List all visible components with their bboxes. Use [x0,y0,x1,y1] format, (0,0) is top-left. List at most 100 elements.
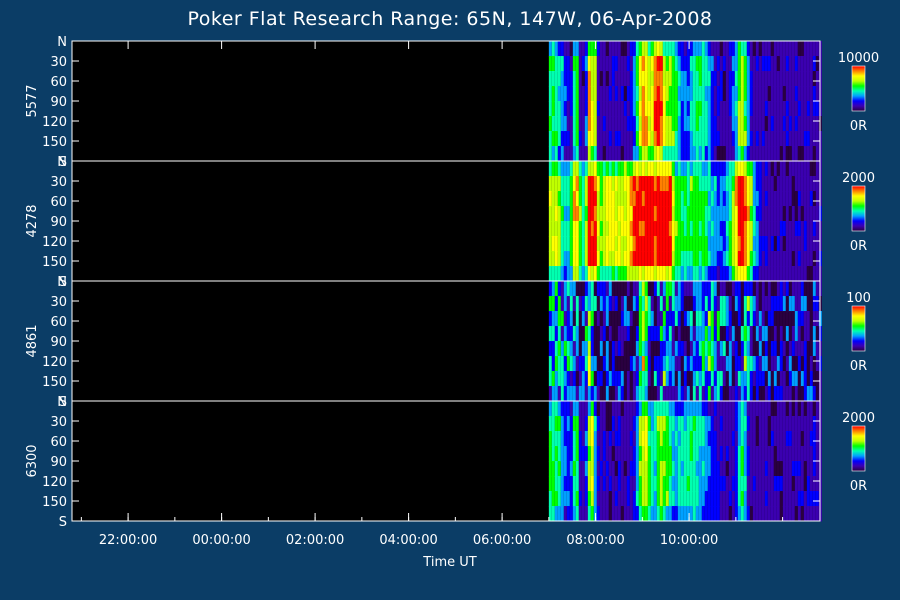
heatmap-cell [680,476,684,492]
heatmap-cell [785,236,789,252]
heatmap-cell [713,86,717,102]
heatmap-cell [698,86,702,102]
heatmap-cell [725,491,729,507]
heatmap-cell [668,311,672,327]
heatmap-cell [731,386,735,402]
heatmap-cell [614,161,618,177]
heatmap-cell [746,326,750,342]
heatmap-cell [746,236,750,252]
heatmap-cell [788,461,792,477]
heatmap-cell [608,56,612,72]
heatmap-cell [632,206,636,222]
y-tick-label: 90 [50,455,67,470]
heatmap-cell [767,296,771,312]
heatmap-cell [698,101,702,117]
heatmap-cell [740,56,744,72]
heatmap-cell [752,281,756,297]
heatmap-cell [740,311,744,327]
heatmap-cell [557,41,561,57]
heatmap-cell [725,386,729,402]
heatmap-cell [641,191,645,207]
heatmap-cell [809,251,813,267]
heatmap-cell [647,131,651,147]
heatmap-cell [701,86,705,102]
heatmap-cell [773,461,777,477]
heatmap-cell [674,221,678,237]
heatmap-cell [632,431,636,447]
heatmap-cell [617,86,621,102]
heatmap-cell [551,356,555,372]
heatmap-cell [755,446,759,462]
heatmap-cell [779,431,783,447]
heatmap-cell [563,401,567,417]
heatmap-cell [710,71,714,87]
heatmap-cell [758,476,762,492]
heatmap-cell [623,341,627,357]
heatmap-cell [572,251,576,267]
heatmap-cell [635,461,639,477]
heatmap-cell [623,146,627,162]
heatmap-cell [740,386,744,402]
heatmap-cell [770,146,774,162]
heatmap-cell [662,101,666,117]
heatmap-cell [599,146,603,162]
heatmap-cell [602,311,606,327]
heatmap-cell [581,131,585,147]
heatmap-cell [569,71,573,87]
heatmap-cell [650,296,654,312]
heatmap-cell [656,56,660,72]
heatmap-cell [596,206,600,222]
heatmap-cell [572,326,576,342]
heatmap-cell [749,461,753,477]
heatmap-cell [767,86,771,102]
heatmap-cell [644,491,648,507]
heatmap-cell [809,116,813,132]
heatmap-cell [698,266,702,282]
heatmap-cell [599,176,603,192]
heatmap-cell [554,71,558,87]
heatmap-cell [749,416,753,432]
heatmap-cell [761,461,765,477]
heatmap-cell [674,146,678,162]
heatmap-cell [608,401,612,417]
heatmap-cell [647,296,651,312]
heatmap-cell [638,386,642,402]
heatmap-cell [590,161,594,177]
heatmap-cell [635,161,639,177]
heatmap-cell [776,71,780,87]
heatmap-cell [695,296,699,312]
heatmap-cell [662,326,666,342]
heatmap-cell [803,146,807,162]
heatmap-cell [773,311,777,327]
heatmap-cell [596,116,600,132]
heatmap-cell [638,311,642,327]
heatmap-cell [635,386,639,402]
heatmap-cell [695,341,699,357]
heatmap-cell [815,266,819,282]
y-tick-label: N [57,155,67,170]
heatmap-cell [734,476,738,492]
heatmap-cell [683,176,687,192]
heatmap-cell [719,326,723,342]
heatmap-cell [647,236,651,252]
heatmap-cell [560,416,564,432]
heatmap-cell [737,56,741,72]
heatmap-cell [623,476,627,492]
heatmap-cell [551,506,555,522]
heatmap-cell [728,356,732,372]
heatmap-cell [623,416,627,432]
heatmap-cell [770,491,774,507]
heatmap-cell [623,176,627,192]
heatmap-cell [674,326,678,342]
heatmap-cell [803,341,807,357]
heatmap-cell [578,71,582,87]
heatmap-cell [671,416,675,432]
heatmap-cell [560,476,564,492]
heatmap-cell [764,56,768,72]
heatmap-cell [641,266,645,282]
heatmap-cell [815,386,819,402]
heatmap-cell [746,401,750,417]
heatmap-cell [791,296,795,312]
heatmap-cell [650,56,654,72]
heatmap-cell [797,236,801,252]
